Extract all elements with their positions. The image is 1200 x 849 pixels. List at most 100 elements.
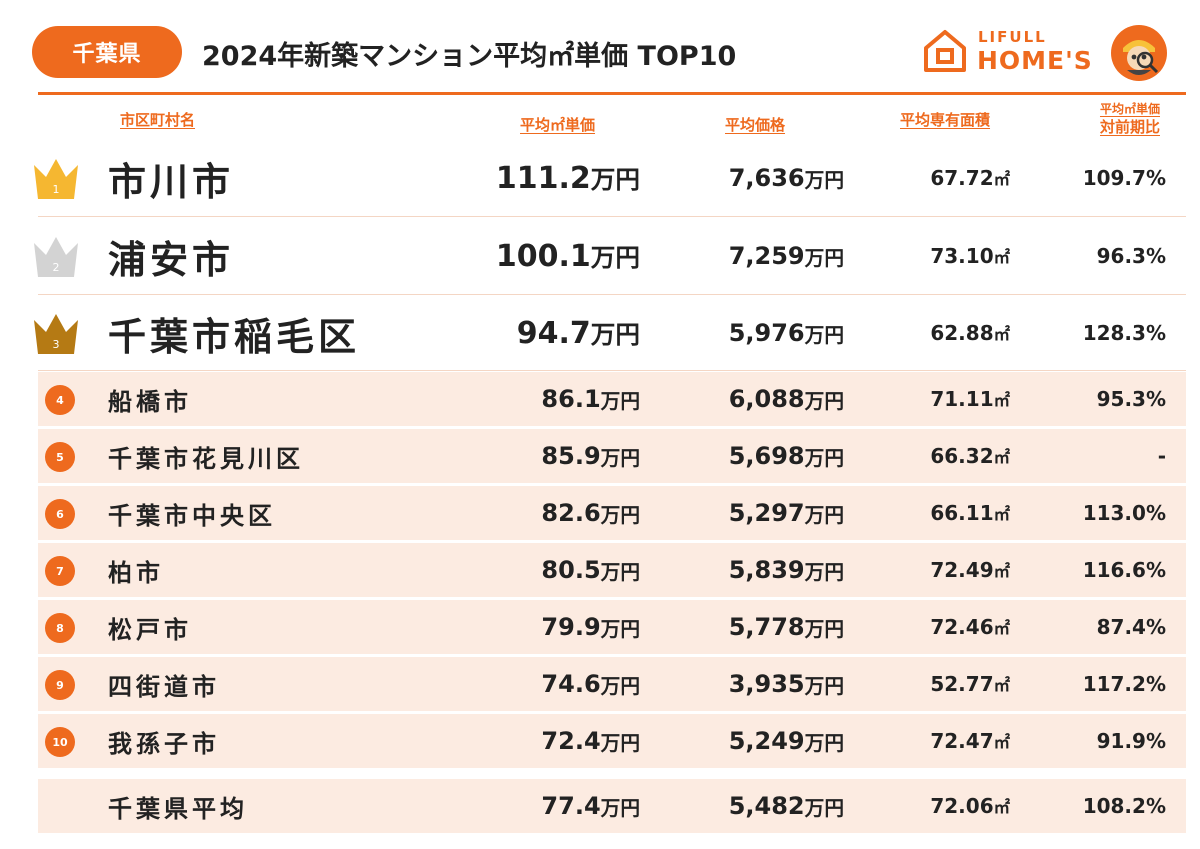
column-header-avg-area: 平均専有面積 bbox=[900, 111, 991, 129]
unit-price-cell-value: 77.4 bbox=[541, 792, 601, 820]
avg-area-cell-value: 71.11 bbox=[930, 387, 994, 411]
rank-number: 1 bbox=[53, 183, 60, 196]
unit-price-cell-value: 85.9 bbox=[541, 442, 601, 470]
unit-price-cell: 77.4 万円 bbox=[541, 779, 640, 833]
avg-price-cell-value: 6,088 bbox=[728, 385, 805, 413]
municipality-name: 市川市 bbox=[108, 159, 235, 204]
avg-area-cell-unit: ㎡ bbox=[993, 798, 1010, 817]
rank-badge: 7 bbox=[45, 556, 75, 586]
logo-text-bottom: HOME'S bbox=[977, 46, 1093, 75]
avg-price-cell-value: 7,636 bbox=[728, 164, 805, 192]
avg-price-cell: 5,249 万円 bbox=[729, 714, 844, 768]
rank-crown-icon: 1 bbox=[34, 158, 78, 199]
avg-area-cell-unit: ㎡ bbox=[993, 448, 1010, 467]
unit-price-cell-unit: 万円 bbox=[600, 560, 640, 584]
unit-price-cell-value: 86.1 bbox=[541, 385, 601, 413]
prefecture-badge: 千葉県 bbox=[32, 26, 182, 78]
avg-area-cell-unit: ㎡ bbox=[993, 391, 1010, 410]
yoy-cell: 109.7% bbox=[1082, 166, 1166, 190]
avg-price-cell-value: 5,976 bbox=[728, 319, 805, 347]
unit-price-cell-unit: 万円 bbox=[600, 617, 640, 641]
avg-area-cell-unit: ㎡ bbox=[993, 562, 1010, 581]
unit-price-cell-value: 72.4 bbox=[541, 727, 601, 755]
avg-area-cell: 66.11 ㎡ bbox=[930, 486, 1010, 540]
municipality-name: 千葉県平均 bbox=[108, 794, 248, 823]
avg-price-cell-unit: 万円 bbox=[804, 389, 844, 413]
municipality-name: 千葉市花見川区 bbox=[108, 444, 304, 473]
house-icon bbox=[924, 30, 966, 72]
avg-price-cell: 5,839 万円 bbox=[729, 543, 844, 597]
municipality-name: 浦安市 bbox=[108, 237, 235, 282]
rank-badge: 5 bbox=[45, 442, 75, 472]
yoy-cell: 91.9% bbox=[1096, 729, 1166, 753]
yoy-cell: 116.6% bbox=[1082, 558, 1166, 582]
avg-price-cell-unit: 万円 bbox=[804, 446, 844, 470]
avg-price-cell-value: 5,778 bbox=[728, 613, 805, 641]
avg-price-cell: 5,778 万円 bbox=[729, 600, 844, 654]
unit-price-cell-unit: 万円 bbox=[590, 243, 640, 272]
unit-price-cell: 111.2 万円 bbox=[496, 140, 640, 216]
unit-price-cell-value: 82.6 bbox=[541, 499, 601, 527]
unit-price-cell-value: 79.9 bbox=[541, 613, 601, 641]
avg-area-cell-value: 72.06 bbox=[930, 794, 994, 818]
rank-crown-icon: 2 bbox=[34, 236, 78, 277]
avg-price-cell-value: 5,698 bbox=[728, 442, 805, 470]
avg-price-cell-value: 7,259 bbox=[728, 242, 805, 270]
rank-crown-icon: 3 bbox=[34, 313, 78, 354]
avg-price-cell-value: 5,839 bbox=[728, 556, 805, 584]
avg-price-cell-value: 3,935 bbox=[728, 670, 805, 698]
avg-area-cell: 72.06 ㎡ bbox=[930, 779, 1010, 833]
table-row: 6 千葉市中央区 82.6 万円 5,297 万円 66.11 ㎡ 113.0% bbox=[38, 486, 1186, 542]
unit-price-cell-unit: 万円 bbox=[600, 796, 640, 820]
avg-price-cell-unit: 万円 bbox=[804, 168, 844, 192]
avg-price-cell-value: 5,297 bbox=[728, 499, 805, 527]
avg-area-cell: 72.47 ㎡ bbox=[930, 714, 1010, 768]
logo-text-top: LIFULL bbox=[978, 28, 1047, 46]
unit-price-cell: 86.1 万円 bbox=[541, 372, 640, 426]
unit-price-cell: 94.7 万円 bbox=[517, 296, 640, 370]
avg-price-cell-unit: 万円 bbox=[804, 246, 844, 270]
avg-area-cell: 66.32 ㎡ bbox=[930, 429, 1010, 483]
municipality-name: 千葉市稲毛区 bbox=[108, 314, 361, 359]
yoy-cell: 113.0% bbox=[1082, 501, 1166, 525]
avg-area-cell-unit: ㎡ bbox=[993, 505, 1010, 524]
table-row: 1 市川市 111.2 万円 7,636 万円 67.72 ㎡ 109.7% bbox=[34, 140, 1186, 217]
mascot-icon bbox=[1111, 25, 1167, 81]
avg-price-cell: 5,482 万円 bbox=[729, 779, 844, 833]
avg-area-cell-value: 73.10 bbox=[930, 244, 994, 268]
rank-badge: 4 bbox=[45, 385, 75, 415]
unit-price-cell: 74.6 万円 bbox=[541, 657, 640, 711]
header-rule bbox=[38, 92, 1186, 95]
avg-price-cell-value: 5,249 bbox=[728, 727, 805, 755]
table-row: 7 柏市 80.5 万円 5,839 万円 72.49 ㎡ 116.6% bbox=[38, 543, 1186, 599]
avg-area-cell-value: 72.49 bbox=[930, 558, 994, 582]
avg-area-cell: 67.72 ㎡ bbox=[930, 140, 1010, 216]
avg-price-cell: 6,088 万円 bbox=[729, 372, 844, 426]
column-header-yoy-line1: 平均㎡単価 bbox=[1099, 102, 1160, 116]
rank-number: 3 bbox=[53, 338, 60, 351]
municipality-name: 船橋市 bbox=[108, 387, 192, 416]
avg-area-cell-unit: ㎡ bbox=[993, 325, 1010, 344]
avg-area-cell-value: 66.32 bbox=[930, 444, 994, 468]
unit-price-cell: 79.9 万円 bbox=[541, 600, 640, 654]
unit-price-cell-value: 74.6 bbox=[541, 670, 601, 698]
column-header-avg-price: 平均価格 bbox=[725, 116, 786, 134]
avg-area-cell: 52.77 ㎡ bbox=[930, 657, 1010, 711]
yoy-cell: - bbox=[1157, 444, 1166, 468]
avg-price-cell-unit: 万円 bbox=[804, 503, 844, 527]
unit-price-cell-unit: 万円 bbox=[600, 389, 640, 413]
yoy-cell: 87.4% bbox=[1096, 615, 1166, 639]
unit-price-cell-unit: 万円 bbox=[600, 503, 640, 527]
table-row: 4 船橋市 86.1 万円 6,088 万円 71.11 ㎡ 95.3% bbox=[38, 372, 1186, 428]
unit-price-cell: 72.4 万円 bbox=[541, 714, 640, 768]
avg-price-cell: 7,259 万円 bbox=[729, 218, 844, 294]
avg-price-cell-value: 5,482 bbox=[728, 792, 805, 820]
unit-price-cell: 80.5 万円 bbox=[541, 543, 640, 597]
municipality-name: 四街道市 bbox=[108, 672, 220, 701]
yoy-cell: 95.3% bbox=[1096, 387, 1166, 411]
unit-price-cell-unit: 万円 bbox=[600, 731, 640, 755]
avg-area-cell-unit: ㎡ bbox=[993, 619, 1010, 638]
unit-price-cell-value: 111.2 bbox=[495, 160, 591, 196]
table-row: 2 浦安市 100.1 万円 7,259 万円 73.10 ㎡ 96.3% bbox=[34, 218, 1186, 295]
rank-badge: 6 bbox=[45, 499, 75, 529]
